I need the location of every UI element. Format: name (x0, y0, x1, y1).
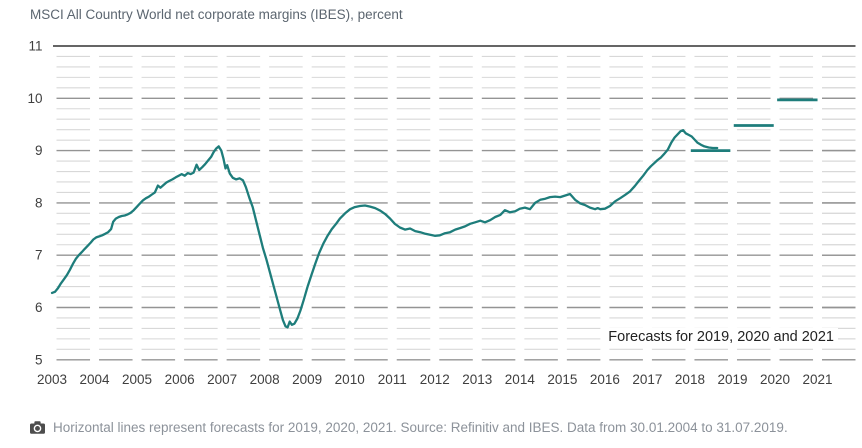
x-tick-label: 2004 (80, 372, 111, 387)
x-tick-label: 2007 (207, 372, 237, 387)
x-tick-label: 2018 (675, 372, 705, 387)
y-tick-label: 10 (27, 91, 42, 106)
x-tick-label: 2006 (165, 372, 195, 387)
x-tick-label: 2010 (335, 372, 365, 387)
forecast-annotation: Forecasts for 2019, 2020 and 2021 (602, 328, 838, 346)
y-tick-label: 9 (35, 143, 43, 158)
y-tick-label: 7 (35, 248, 43, 263)
x-tick-label: 2014 (505, 372, 536, 387)
x-tick-label: 2005 (122, 372, 152, 387)
chart-caption: Horizontal lines represent forecasts for… (30, 420, 788, 435)
y-tick-label: 8 (35, 195, 43, 210)
x-tick-label: 2013 (462, 372, 492, 387)
x-tick-label: 2003 (37, 372, 67, 387)
x-tick-label: 2011 (378, 372, 407, 387)
camera-icon (30, 421, 45, 434)
x-tick-label: 2012 (420, 372, 450, 387)
x-tick-label: 2017 (632, 372, 662, 387)
chart-title: MSCI All Country World net corporate mar… (30, 7, 403, 22)
y-tick-label: 5 (35, 352, 43, 367)
x-tick-label: 2021 (803, 372, 833, 387)
x-tick-label: 2019 (717, 372, 747, 387)
caption-text: Horizontal lines represent forecasts for… (53, 420, 788, 435)
x-tick-label: 2016 (590, 372, 620, 387)
y-tick-label: 11 (28, 39, 42, 54)
x-tick-label: 2008 (250, 372, 280, 387)
x-tick-label: 2020 (760, 372, 790, 387)
margin-series-line (50, 129, 719, 329)
x-tick-label: 2009 (292, 372, 322, 387)
x-tick-label: 2015 (547, 372, 577, 387)
y-tick-label: 6 (35, 300, 43, 315)
